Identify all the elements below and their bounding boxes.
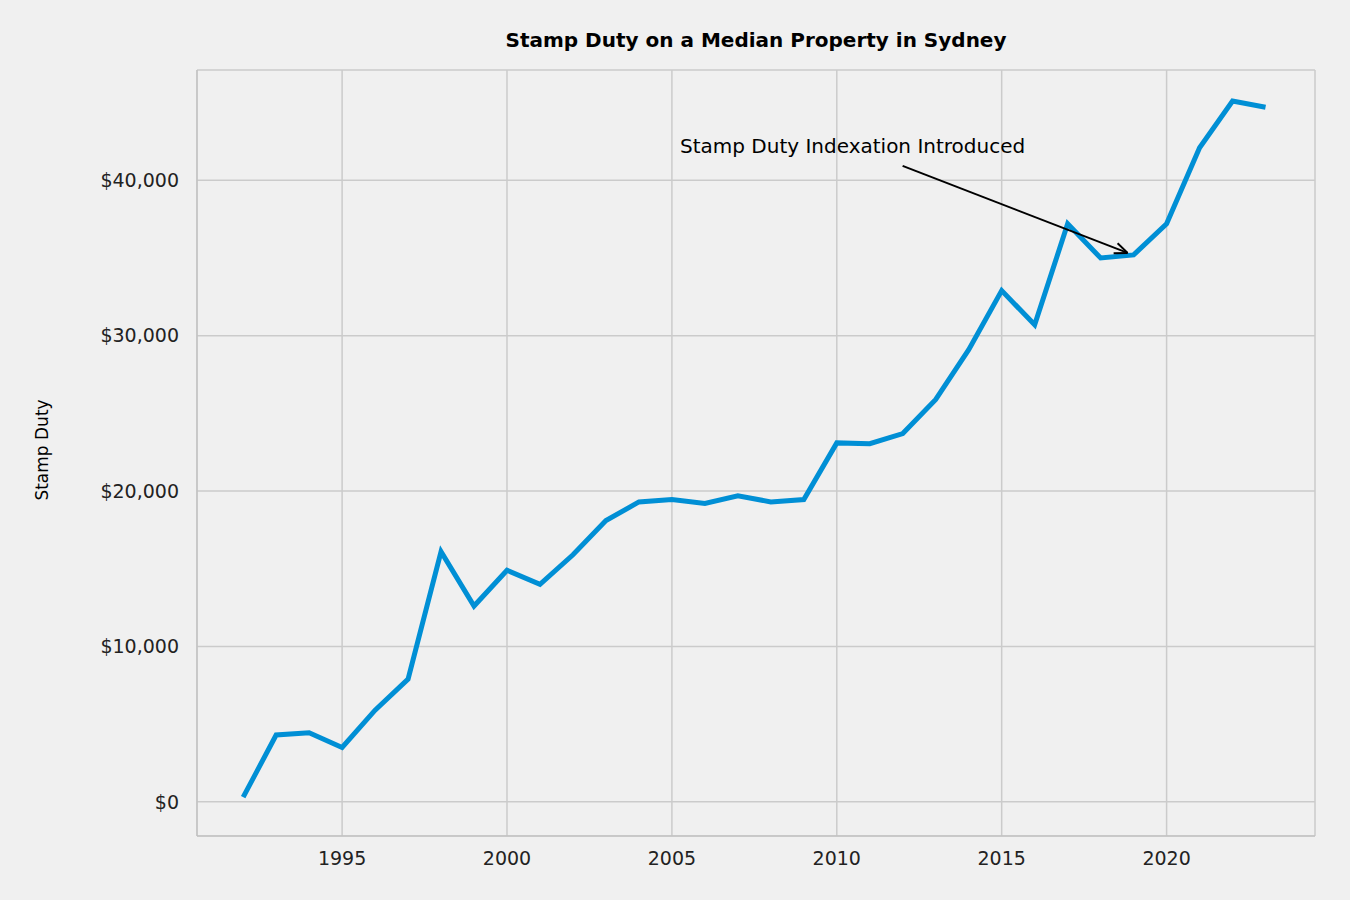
svg-text:$0: $0 <box>155 791 179 813</box>
svg-text:Stamp Duty Indexation Introduc: Stamp Duty Indexation Introduced <box>680 134 1025 158</box>
html-text:Stamp Duty on a Median Propert: Stamp Duty on a Median Property in Sydne… <box>505 28 1007 52</box>
svg-text:$20,000: $20,000 <box>100 480 179 502</box>
svg-text:$10,000: $10,000 <box>100 635 179 657</box>
svg-text:2010: 2010 <box>813 847 861 869</box>
svg-text:2000: 2000 <box>483 847 531 869</box>
svg-text:2015: 2015 <box>978 847 1026 869</box>
svg-text:1995: 1995 <box>318 847 366 869</box>
svg-text:2020: 2020 <box>1142 847 1190 869</box>
svg-text:$40,000: $40,000 <box>100 169 179 191</box>
svg-text:$30,000: $30,000 <box>100 324 179 346</box>
svg-text:2005: 2005 <box>648 847 696 869</box>
html-text:Stamp Duty: Stamp Duty <box>32 399 52 501</box>
